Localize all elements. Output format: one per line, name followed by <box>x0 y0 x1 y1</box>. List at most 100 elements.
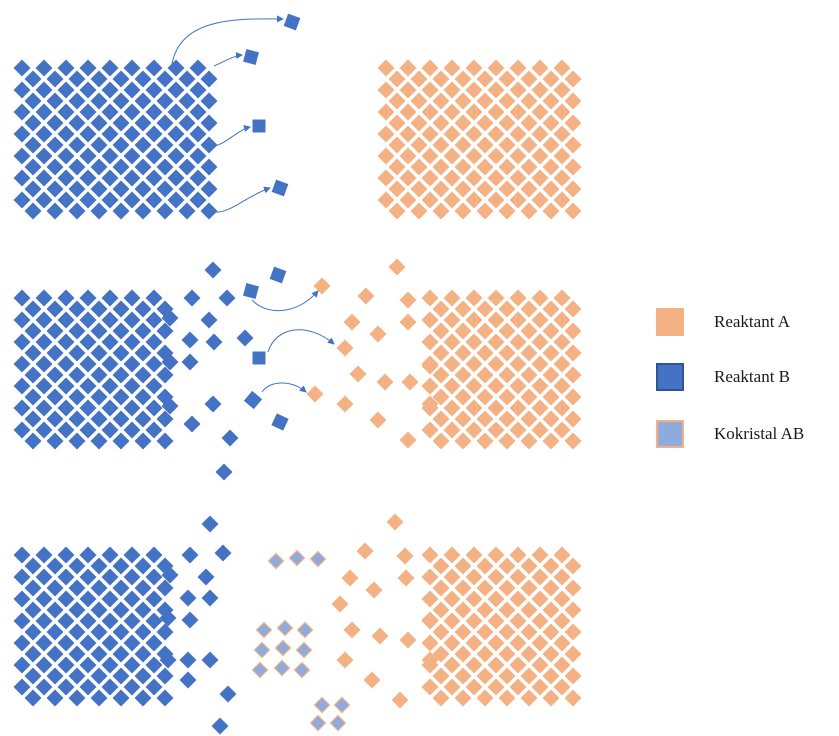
reactant-b-molecule <box>189 147 207 165</box>
reactant-a-molecule <box>369 325 387 343</box>
reactant-b-molecule <box>24 366 42 384</box>
reactant-b-molecule <box>101 546 119 564</box>
reactant-a-molecule <box>476 388 494 406</box>
reactant-a-molecule <box>421 546 439 564</box>
reactant-b-molecule <box>57 612 75 630</box>
reactant-b-molecule <box>57 169 75 187</box>
reactant-a-molecule <box>432 114 450 132</box>
reactant-a-molecule <box>498 70 516 88</box>
reactant-b-molecule <box>145 311 163 329</box>
reactant-b-molecule <box>79 169 97 187</box>
reactant-a-molecule <box>498 623 516 641</box>
reactant-a-molecule <box>388 180 406 198</box>
reactant-a-molecule <box>553 191 571 209</box>
reactant-b-molecule <box>57 678 75 696</box>
reactant-b-molecule <box>134 70 152 88</box>
reactant-a-molecule <box>465 311 483 329</box>
reactant-a-molecule <box>465 546 483 564</box>
reactant-b-molecule <box>201 589 219 607</box>
reactant-b-molecule <box>123 612 141 630</box>
reactant-a-molecule <box>454 70 472 88</box>
reactant-a-molecule <box>443 612 461 630</box>
reactant-a-molecule <box>542 70 560 88</box>
cocrystal-ab-molecule <box>255 621 273 639</box>
reactant-b-molecule <box>90 667 108 685</box>
reactant-b-molecule <box>167 59 185 77</box>
reactant-a-molecule <box>306 385 324 403</box>
reactant-a-molecule <box>454 202 472 220</box>
reactant-b-molecule <box>201 651 219 669</box>
reactant-b-molecule <box>101 399 119 417</box>
reactant-a-molecule <box>498 202 516 220</box>
reactant-a-molecule <box>432 601 450 619</box>
reactant-a-molecule <box>509 612 527 630</box>
reactant-b-molecule <box>101 634 119 652</box>
reactant-b-molecule <box>13 59 31 77</box>
reactant-a-molecule <box>432 623 450 641</box>
reactant-b-molecule <box>178 70 196 88</box>
reactant-a-molecule <box>564 344 582 362</box>
reactant-a-molecule <box>520 645 538 663</box>
reactant-b-molecule <box>134 689 152 707</box>
reactant-b-molecule <box>46 158 64 176</box>
reactant-b-molecule <box>189 191 207 209</box>
reactant-a-molecule <box>509 355 527 373</box>
reactant-b-molecule <box>200 114 218 132</box>
reactant-a-molecule <box>509 421 527 439</box>
cocrystal-ab-molecule <box>309 550 327 568</box>
reactant-b-molecule <box>134 366 152 384</box>
reactant-a-molecule <box>520 322 538 340</box>
cocrystal-ab-molecule <box>296 621 314 639</box>
reactant-a-molecule <box>454 667 472 685</box>
reactant-a-molecule <box>454 114 472 132</box>
reactant-b-molecule <box>101 125 119 143</box>
reactant-a-molecule <box>465 333 483 351</box>
reactant-a-molecule <box>509 169 527 187</box>
reactant-b-molecule <box>189 103 207 121</box>
reactant-b-molecule <box>189 125 207 143</box>
reactant-b-molecule <box>145 191 163 209</box>
reactant-a-molecule <box>465 656 483 674</box>
reactant-a-molecule <box>454 645 472 663</box>
reactant-b-molecule <box>156 322 174 340</box>
reactant-b-molecule <box>57 103 75 121</box>
reactant-b-molecule <box>24 410 42 428</box>
reactant-b-molecule <box>68 667 86 685</box>
reactant-b-molecule <box>13 546 31 564</box>
reactant-b-molecule <box>68 557 86 575</box>
reactant-a-molecule <box>564 689 582 707</box>
reactant-b-molecule <box>145 355 163 373</box>
reactant-b-molecule <box>68 158 86 176</box>
reactant-a-molecule <box>465 377 483 395</box>
reactant-b-molecule <box>46 557 64 575</box>
reactant-a-molecule <box>476 410 494 428</box>
reactant-a-molecule <box>520 432 538 450</box>
reactant-b-molecule <box>13 678 31 696</box>
reactant-b-molecule <box>181 353 199 371</box>
reactant-b-molecule <box>112 300 130 318</box>
reactant-a-molecule <box>401 373 419 391</box>
reactant-a-molecule <box>410 158 428 176</box>
reactant-a-molecule <box>432 344 450 362</box>
reactant-b-molecule <box>46 667 64 685</box>
reactant-a-molecule <box>509 678 527 696</box>
reactant-b-molecule <box>79 399 97 417</box>
reactant-b-molecule <box>46 202 64 220</box>
reactant-a-molecule <box>421 678 439 696</box>
reactant-a-molecule <box>487 103 505 121</box>
reactant-a-molecule <box>564 136 582 154</box>
cocrystal-ab-molecule <box>274 639 292 657</box>
reactant-a-molecule <box>365 581 383 599</box>
reactant-a-molecule <box>443 656 461 674</box>
reactant-b-molecule <box>189 59 207 77</box>
reactant-b-molecule <box>221 429 239 447</box>
reactant-a-molecule <box>421 590 439 608</box>
reactant-a-molecule <box>421 59 439 77</box>
reactant-b-molecule <box>35 634 53 652</box>
reactant-a-molecule <box>520 136 538 154</box>
reactant-b-molecule <box>181 331 199 349</box>
reactant-a-molecule <box>520 202 538 220</box>
reactant-a-molecule <box>443 169 461 187</box>
reactant-b-molecule <box>123 421 141 439</box>
reactant-a-molecule <box>421 421 439 439</box>
